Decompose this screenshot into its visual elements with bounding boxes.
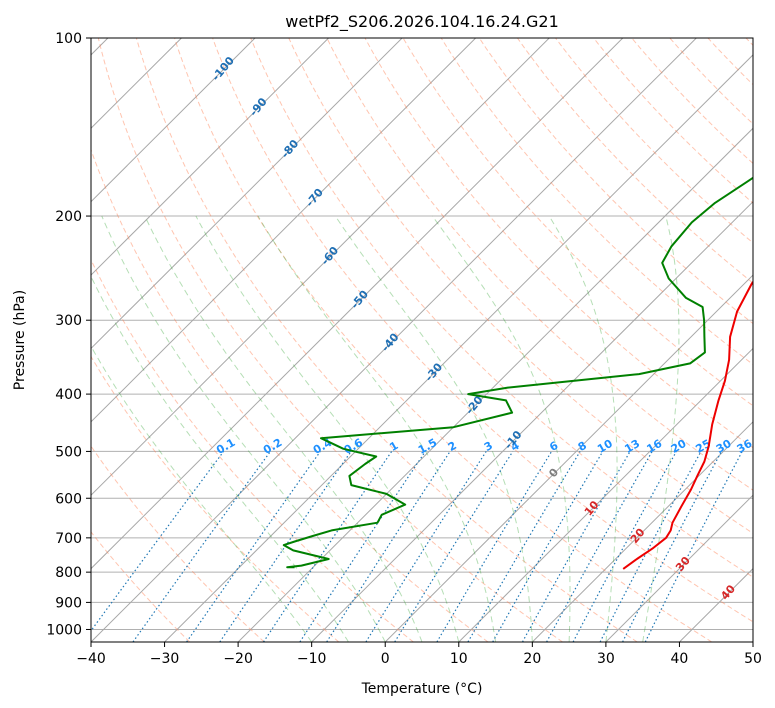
y-tick-label: 100 <box>55 31 82 47</box>
dry-adiabat-line <box>250 38 753 578</box>
x-tick-label: −40 <box>76 651 106 667</box>
x-axis: −40 −30 −20 −10 0 10 20 30 40 50 <box>76 642 762 667</box>
isotherm-line <box>91 38 329 276</box>
mixing-ratio-line <box>546 451 653 642</box>
y-axis-label: Pressure (hPa) <box>12 290 28 390</box>
moist-adiabat-line <box>195 215 460 642</box>
mixing-ratio-line <box>219 451 352 642</box>
x-tick-label: 30 <box>597 651 615 667</box>
mixing-ratio-line <box>186 451 321 642</box>
plot-frame <box>90 37 754 643</box>
isobar-lines <box>91 38 753 630</box>
dry-adiabat-line <box>402 38 753 407</box>
moist-adiabat-line <box>334 215 533 642</box>
moist-adiabat-line <box>144 215 423 642</box>
dry-adiabat-line <box>91 148 489 642</box>
x-tick-label: 50 <box>744 651 762 667</box>
y-tick-label: 700 <box>55 531 82 547</box>
isotherm-line <box>91 38 697 642</box>
x-tick-label: −10 <box>297 651 327 667</box>
dry-adiabat-line <box>478 38 753 325</box>
mixing-ratio-label: 36 <box>735 437 755 456</box>
dry-adiabat-line <box>631 38 753 165</box>
moist-adiabat-line <box>431 215 571 642</box>
isotherm-line <box>91 38 403 350</box>
mixing-ratio-line <box>467 451 581 642</box>
dry-adiabat-line <box>91 355 340 642</box>
isotherm-lines <box>91 38 753 642</box>
isotherm-line <box>91 38 550 496</box>
dry-adiabat-line <box>593 38 753 204</box>
mixing-ratio-line <box>436 451 553 642</box>
mixing-ratio-line <box>365 451 487 642</box>
isotherm-line <box>311 200 753 642</box>
mixing-ratio-line <box>521 451 631 642</box>
y-tick-label: 300 <box>55 313 82 329</box>
dry-adiabat-line <box>97 38 563 642</box>
moist-adiabat-line <box>642 215 680 642</box>
chart-title: wetPf2_S206.2026.104.16.24.G21 <box>285 12 559 32</box>
x-tick-label: 20 <box>523 651 541 667</box>
y-tick-label: 500 <box>55 444 82 460</box>
mixing-ratio-lines <box>91 451 743 642</box>
x-tick-label: 10 <box>450 651 468 667</box>
moist-adiabat-line <box>91 345 313 642</box>
x-tick-label: 40 <box>671 651 689 667</box>
profiles <box>282 176 753 570</box>
dry-adiabat-line <box>212 38 753 623</box>
mixing-ratio-line <box>326 451 451 642</box>
mixing-ratio-line <box>132 451 271 642</box>
plot-area: 0.1 0.2 0.4 0.6 1 1.5 2 3 4 6 8 10 13 16 20 25 30 36-100-… <box>91 38 755 642</box>
dry-adiabat-line <box>516 38 753 284</box>
y-tick-label: 800 <box>55 565 82 581</box>
moist-adiabat-line <box>257 215 497 642</box>
dry-adiabat-line <box>135 38 638 642</box>
dry-adiabat-line <box>326 38 753 491</box>
isotherm-line <box>605 494 753 642</box>
dry-adiabat-line <box>91 531 191 642</box>
isotherm-line <box>458 347 753 642</box>
mixing-ratio-line <box>91 451 225 632</box>
mixing-ratio-line <box>492 451 604 642</box>
isotherm-line <box>237 127 753 642</box>
y-tick-label: 400 <box>55 387 82 403</box>
x-tick-label: 0 <box>381 651 390 667</box>
x-axis-label: Temperature (°C) <box>361 681 483 697</box>
mixing-ratio-line <box>394 451 514 642</box>
dry-adiabat-line <box>174 38 713 642</box>
y-tick-label: 600 <box>55 491 82 507</box>
temperature-line <box>622 280 753 570</box>
moist-adiabat-line <box>101 215 386 642</box>
moist-adiabat-line <box>548 215 618 642</box>
isotherm-line <box>531 421 753 642</box>
isotherm-line <box>384 274 753 642</box>
x-tick-label: −20 <box>223 651 253 667</box>
isotherm-line <box>91 38 256 203</box>
dry-adiabat-line <box>440 38 753 366</box>
isotherm-line <box>164 54 753 642</box>
x-tick-label: −30 <box>150 651 180 667</box>
y-tick-label: 900 <box>55 595 82 611</box>
dry-adiabat-line <box>364 38 753 449</box>
y-axis: 100 200 300 400 500 600 700 800 900 1000 <box>46 31 91 638</box>
isotherm-line <box>91 38 624 570</box>
y-tick-label: 200 <box>55 209 82 225</box>
mixing-ratio-line <box>572 451 677 642</box>
dewpoint-line <box>282 176 753 569</box>
dry-adiabat-line <box>288 38 753 534</box>
isotherm-line <box>91 38 477 423</box>
y-tick-label: 1000 <box>46 622 82 638</box>
